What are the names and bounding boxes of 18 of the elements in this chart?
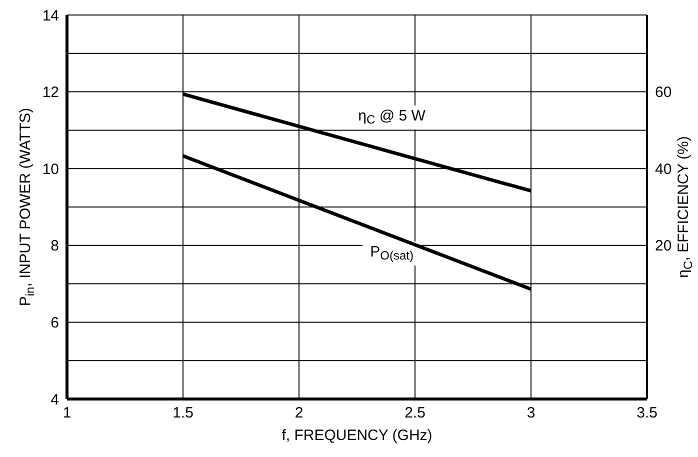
y-tick-label: 14 [42, 7, 59, 24]
y2-tick-label: 20 [655, 238, 672, 255]
x-tick-label: 3.5 [636, 404, 658, 422]
y-tick-label: 8 [50, 238, 59, 255]
y2-tick-label: 40 [655, 160, 672, 178]
series-label: P$_{O(sat)}$ [370, 244, 414, 262]
x-tick-label: 3 [526, 404, 536, 422]
x-axis-title: f, FREQUENCY (GHz) [282, 427, 432, 444]
y-tick-label: 10 [42, 160, 59, 178]
y-tick-label: 4 [50, 391, 59, 408]
y-tick-label: 12 [42, 84, 59, 102]
x-tick-label: 1.5 [172, 404, 194, 422]
y2-tick-label: 60 [655, 84, 672, 102]
x-tick-label: 2 [294, 404, 304, 422]
x-tick-label: 1 [62, 404, 72, 422]
y-tick-label: 6 [50, 314, 59, 332]
x-tick-label: 2.5 [404, 404, 426, 422]
series-label: η$_{C}$ @ 5 W [358, 107, 426, 126]
